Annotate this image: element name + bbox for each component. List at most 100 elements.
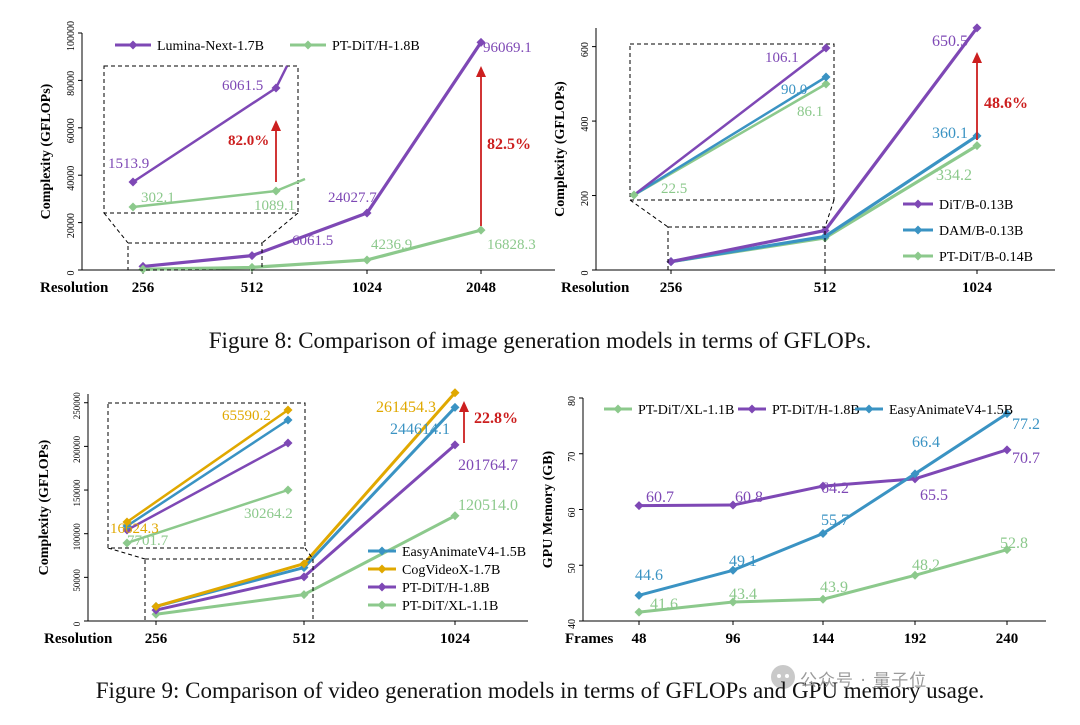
c3-inset-point [122,517,132,527]
c4-series-2-point [1002,409,1012,419]
figure-9-caption: Figure 9: Comparison of video generation… [95,678,985,703]
c1-inset-label: 6061.5 [222,78,263,94]
c2-inset-label: 22.5 [661,181,687,197]
figure-8-caption: Figure 8: Comparison of image generation… [208,328,872,353]
c4-legend-item-1-label: PT-DiT/H-1.8B [772,403,860,418]
c4-series-1-point [728,500,738,510]
c2-inset-label: 90.0 [781,82,807,98]
c2-inset-point [821,79,831,89]
c3-ytick-label: 250000 [72,392,82,420]
c4-series-1-point [634,501,644,511]
c2-point-label: 650.5 [932,33,968,50]
c4-legend-item-2-marker [864,404,874,414]
c2-arrow-label: 48.6% [984,95,1028,112]
c3-inset-point [283,415,293,425]
c4-y-axis-title: GPU Memory (GB) [541,450,556,568]
c4-point-label: 65.5 [920,487,948,504]
c4-point-label: 43.9 [820,579,848,596]
c2-ytick-label: 0 [580,271,591,276]
c1-legend-item-1-label: PT-DiT/H-1.8B [332,39,420,54]
c1-inset-arrow-label: 82.0% [228,133,269,149]
c1-inset-label: 1089.1 [254,198,295,214]
c3-inset-line-3 [126,488,289,545]
c2-point-label: 360.1 [932,125,968,142]
c2-point-label: 334.2 [936,167,972,184]
c4-series-2-point [634,590,644,600]
c1-ytick-label: 0 [66,271,77,276]
c4-legend-item-1-marker [747,404,757,414]
c3-series-1-point [450,388,460,398]
c1-inset-point [128,202,138,212]
watermark: 公众号 · 量子位 [800,671,928,691]
c3-ytick-label: 200000 [72,435,82,463]
c3-legend-item-1-label: CogVideoX-1.7B [402,563,500,578]
c1-xtick-label: 2048 [466,280,496,296]
watermark-icon-eye [785,674,789,678]
c4-series-1-line [638,448,1008,508]
c2-inset-point [821,43,831,53]
c3-zoom-connector [304,547,314,560]
c4-series-2-point [910,469,920,479]
c4-point-label: 77.2 [1012,416,1040,433]
c4-legend-item-2-label: EasyAnimateV4-1.5B [889,403,1013,418]
c4-ytick-label: 80 [567,396,578,406]
c2-xtick-label: 1024 [962,280,993,296]
c3-legend-item-2-label: PT-DiT/H-1.8B [402,581,490,596]
c1-series-1-line [142,228,482,271]
c4-point-label: 44.6 [635,567,663,584]
c1-inset-label: 302.1 [141,190,175,206]
c3-xtick-label: 512 [293,631,316,647]
c1-legend-item-0-marker [128,40,138,50]
c2-inset-label: 106.1 [765,50,799,66]
c1-legend-item-0-label: Lumina-Next-1.7B [157,39,264,54]
c4-point-label: 48.2 [912,557,940,574]
c3-ytick-label: 0 [72,621,82,626]
c4-series-1-point [1002,445,1012,455]
c1-zoom-connector [261,212,299,244]
c3-inset-label: 16624.3 [110,521,159,537]
c2-ytick-label: 400 [580,117,591,132]
c3-zoom-source [144,558,314,622]
c4-series-1-point [818,481,828,491]
c1-point-label: 96069.1 [483,40,532,56]
c1-ytick-label: 40000 [66,166,77,191]
c1-y-axis-title: Complexity (GFLOPs) [39,83,54,219]
c3-y-axis-title: Complexity (GFLOPs) [37,439,52,575]
c1-series-0-line [142,41,483,269]
c2-legend-item-2-marker [913,251,923,261]
c1-series-1-point [138,264,148,274]
c3-series-2-point [299,572,309,582]
c1-x-axis-title: Resolution [40,280,109,296]
c4-ytick-label: 70 [567,452,578,462]
c3-legend-item-0-marker [377,546,387,556]
c3-point-label: 261454.3 [376,399,436,416]
c2-zoom-source [667,226,826,271]
c4-x-axis-title: Frames [565,631,613,647]
watermark-icon [771,665,795,689]
c2-legend-item-0-label: DiT/B-0.13B [939,198,1013,213]
c3-inset-point [283,438,293,448]
c3-arrow-head [459,401,469,412]
c3-xtick-label: 256 [145,631,168,647]
c3-legend-item-0-label: EasyAnimateV4-1.5B [402,545,526,560]
c3-xtick-label: 1024 [440,631,471,647]
c3-legend-item-2-marker [377,582,387,592]
c4-point-label: 55.7 [821,512,849,529]
c4-legend-item-0-label: PT-DiT/XL-1.1B [638,403,734,418]
c1-inset-point [128,177,138,187]
c2-legend-item-0-marker [913,199,923,209]
c2-legend-item-1-marker [913,225,923,235]
c1-zoom-source [127,242,263,271]
c2-x-axis-title: Resolution [561,280,630,296]
c2-series-1-point [820,231,830,241]
c1-series-1-point [476,225,486,235]
c1-inset-point [271,83,281,93]
c2-zoom-connector [824,199,835,228]
c4-series-0-point [1002,545,1012,555]
c2-series-0-point [972,23,982,33]
c3-inset-line-2 [126,441,289,532]
c2-y-axis-title: Complexity (GFLOPs) [553,81,568,217]
c3-inset-point [122,538,132,548]
c4-point-label: 43.4 [729,586,757,603]
c1-series-1-point [247,262,257,272]
